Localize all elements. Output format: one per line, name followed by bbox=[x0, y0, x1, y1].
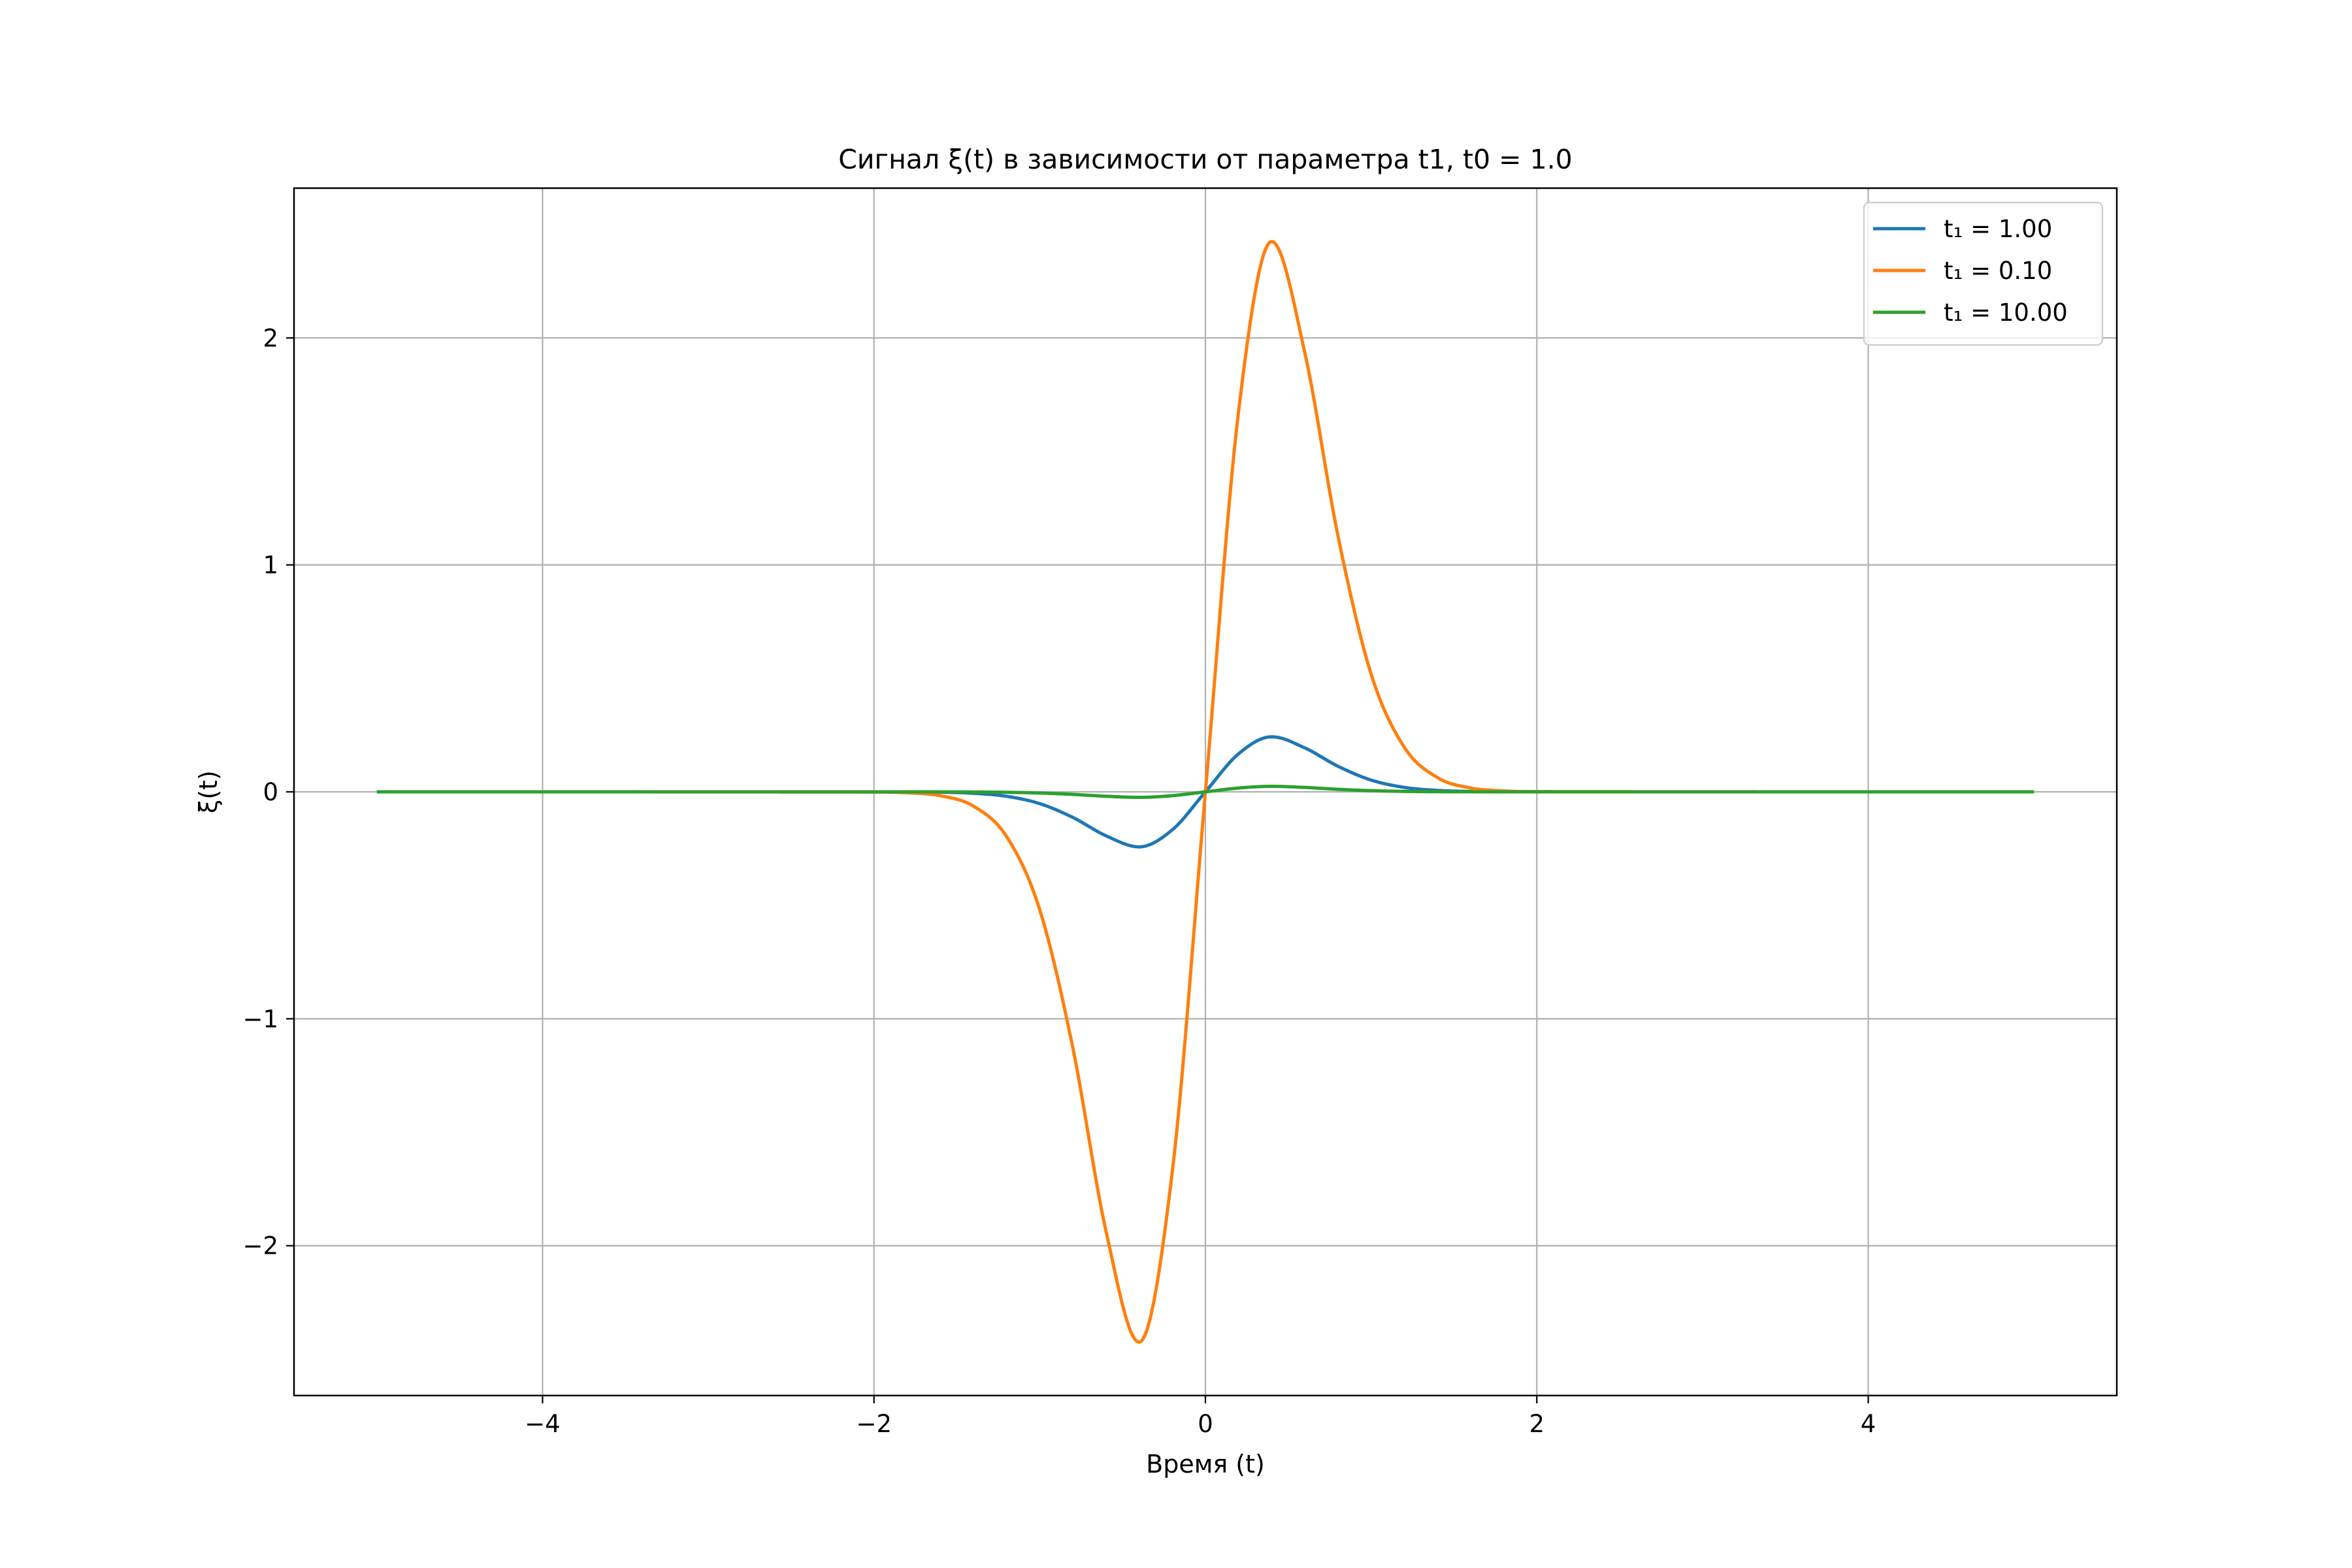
y-tick-label-0: −2 bbox=[242, 1232, 278, 1260]
y-tick-label-1: −1 bbox=[242, 1005, 278, 1033]
ticks: −4 −2 0 2 4 −2 −1 0 1 2 bbox=[242, 324, 1876, 1438]
legend-label-1: t₁ = 0.10 bbox=[1944, 257, 2052, 285]
chart-title: Сигнал ξ(t) в зависимости от параметра t… bbox=[838, 144, 1573, 175]
series-layer bbox=[376, 240, 2034, 1344]
y-tick-label-4: 2 bbox=[263, 324, 278, 352]
y-tick-label-3: 1 bbox=[263, 551, 278, 580]
legend-label-2: t₁ = 10.00 bbox=[1944, 299, 2068, 327]
legend-box bbox=[1863, 201, 2104, 346]
x-tick-label-0: −4 bbox=[525, 1410, 561, 1438]
x-axis-label: Время (t) bbox=[1146, 1450, 1265, 1478]
x-tick-label-3: 2 bbox=[1529, 1410, 1544, 1438]
series-line-2 bbox=[376, 785, 2034, 799]
y-axis-label: ξ(t) bbox=[194, 770, 223, 813]
x-tick-label-2: 0 bbox=[1198, 1410, 1213, 1438]
y-tick-label-2: 0 bbox=[263, 778, 278, 806]
x-tick-label-1: −2 bbox=[856, 1410, 892, 1438]
legend-label-0: t₁ = 1.00 bbox=[1944, 215, 2052, 243]
legend: t₁ = 1.00 t₁ = 0.10 t₁ = 10.00 bbox=[1863, 201, 2104, 346]
x-tick-label-4: 4 bbox=[1861, 1410, 1876, 1438]
